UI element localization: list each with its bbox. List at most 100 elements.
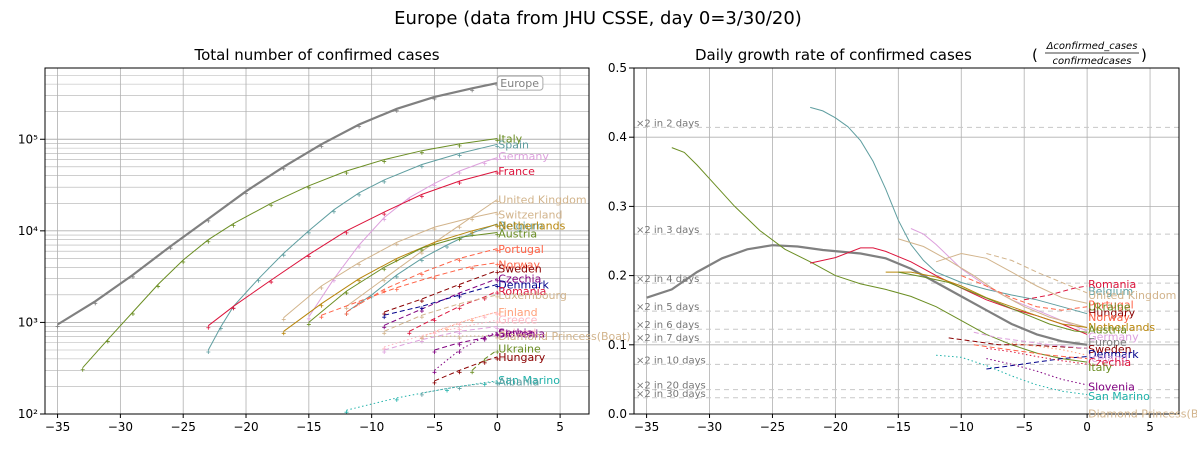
data-point: [495, 356, 500, 361]
data-point: [432, 380, 437, 385]
series-line-sweden: [384, 269, 498, 313]
series-label-san-marino: San Marino: [498, 374, 560, 387]
data-point: [394, 287, 399, 292]
series-line-hungary: [434, 356, 498, 382]
data-point: [457, 370, 462, 375]
data-point: [319, 303, 324, 308]
series-label-czechia: Czechia: [1088, 356, 1131, 369]
series-label-greece: Greece: [498, 313, 537, 326]
right-panel-title: Daily growth rate of confirmed cases: [695, 46, 972, 64]
data-point: [419, 315, 424, 320]
data-point: [495, 294, 500, 299]
y-tick-label: 0.0: [608, 407, 627, 421]
data-point: [495, 320, 500, 325]
data-point: [306, 322, 311, 327]
data-point: [470, 230, 475, 235]
data-point: [495, 284, 500, 289]
series-label-iceland: Iceland: [1088, 352, 1128, 365]
data-point: [306, 254, 311, 259]
data-point: [130, 274, 135, 279]
series-line-serbia: [434, 331, 498, 371]
doubling-line-label: ×2 in 5 days: [636, 302, 699, 313]
data-point: [457, 303, 462, 308]
series-line-finland: [1011, 342, 1088, 356]
data-point: [482, 315, 487, 320]
data-point: [80, 367, 85, 372]
data-point: [457, 153, 462, 158]
series-line-slovenia: [986, 358, 1088, 386]
axes-frame: [44, 67, 590, 415]
data-point: [419, 258, 424, 263]
series-label-ireland: Ireland: [498, 326, 536, 339]
data-point: [206, 239, 211, 244]
data-point: [331, 209, 336, 214]
series-label-switzerland: Switzerland: [498, 209, 562, 222]
series-label-slovenia: Slovenia: [498, 327, 545, 340]
total-cases-panel: Total number of confirmed cases −35 −30 −25…: [18, 46, 631, 434]
series-line-romania: [1024, 285, 1088, 301]
x-tick-label: −15: [296, 420, 321, 434]
data-point: [319, 315, 324, 320]
series-line-luxembourg: [384, 294, 498, 332]
data-point: [319, 144, 324, 149]
data-point: [344, 171, 349, 176]
data-point: [218, 326, 223, 331]
data-point: [482, 382, 487, 387]
data-point: [457, 294, 462, 299]
series-line-united-kingdom: [986, 253, 1088, 294]
series-label-europe: Europe: [1088, 336, 1127, 349]
data-point: [168, 246, 173, 251]
series-label-italy: Italy: [1088, 361, 1112, 374]
x-tick-label: −10: [359, 420, 384, 434]
data-point: [357, 124, 362, 129]
series-line-austria: [898, 271, 1088, 333]
data-point: [495, 171, 500, 176]
x-tick-label: 5: [556, 420, 564, 434]
data-point: [457, 143, 462, 148]
series-label-sweden: Sweden: [498, 262, 541, 275]
series-line-portugal: [346, 248, 498, 313]
data-point: [105, 339, 110, 344]
data-point: [445, 327, 450, 332]
data-point: [382, 278, 387, 283]
title-paren-close: ): [1141, 46, 1147, 64]
series-label-denmark: Denmark: [498, 278, 549, 291]
series-label-spain: Spain: [498, 138, 529, 151]
series-line-europe: [646, 244, 1088, 346]
series-label-romania: Romania: [498, 285, 546, 298]
y-tick-label: 0.2: [608, 269, 627, 283]
series-label-europe: Europe: [500, 77, 539, 90]
data-point: [457, 171, 462, 176]
doubling-line-label: ×2 in 4 days: [636, 274, 699, 285]
data-point: [394, 397, 399, 402]
series-label-slovenia: Slovenia: [1088, 380, 1135, 393]
data-point: [457, 237, 462, 242]
series-line-portugal: [961, 275, 1088, 311]
series-label-ukraine: Ukraine: [498, 342, 541, 355]
data-point: [482, 360, 487, 365]
series-line-netherlands: [283, 223, 498, 332]
data-point: [181, 260, 186, 265]
data-point: [419, 150, 424, 155]
figure-title: Europe (data from JHU CSSE, day 0=3/30/2…: [394, 8, 802, 29]
x-tick-label: −15: [886, 420, 911, 434]
data-point: [470, 266, 475, 271]
data-point: [495, 311, 500, 316]
data-point: [394, 274, 399, 279]
doubling-line-label: ×2 in 2 days: [636, 118, 699, 129]
series-label-germany: Germany: [1088, 330, 1139, 343]
x-tick-label: −35: [45, 420, 70, 434]
series-label-netherlands: Netherlands: [498, 219, 565, 232]
data-point: [457, 284, 462, 289]
data-point: [495, 144, 500, 149]
series-label-italy: Italy: [498, 132, 522, 145]
series-line-norway: [321, 262, 498, 316]
data-point: [331, 278, 336, 283]
series-label-united-kingdom: United Kingdom: [498, 193, 586, 206]
data-point: [495, 262, 500, 267]
series-line-iceland: [384, 326, 498, 351]
y-tick-label: 10³: [18, 315, 38, 329]
data-point: [470, 88, 475, 93]
data-point: [156, 284, 161, 289]
